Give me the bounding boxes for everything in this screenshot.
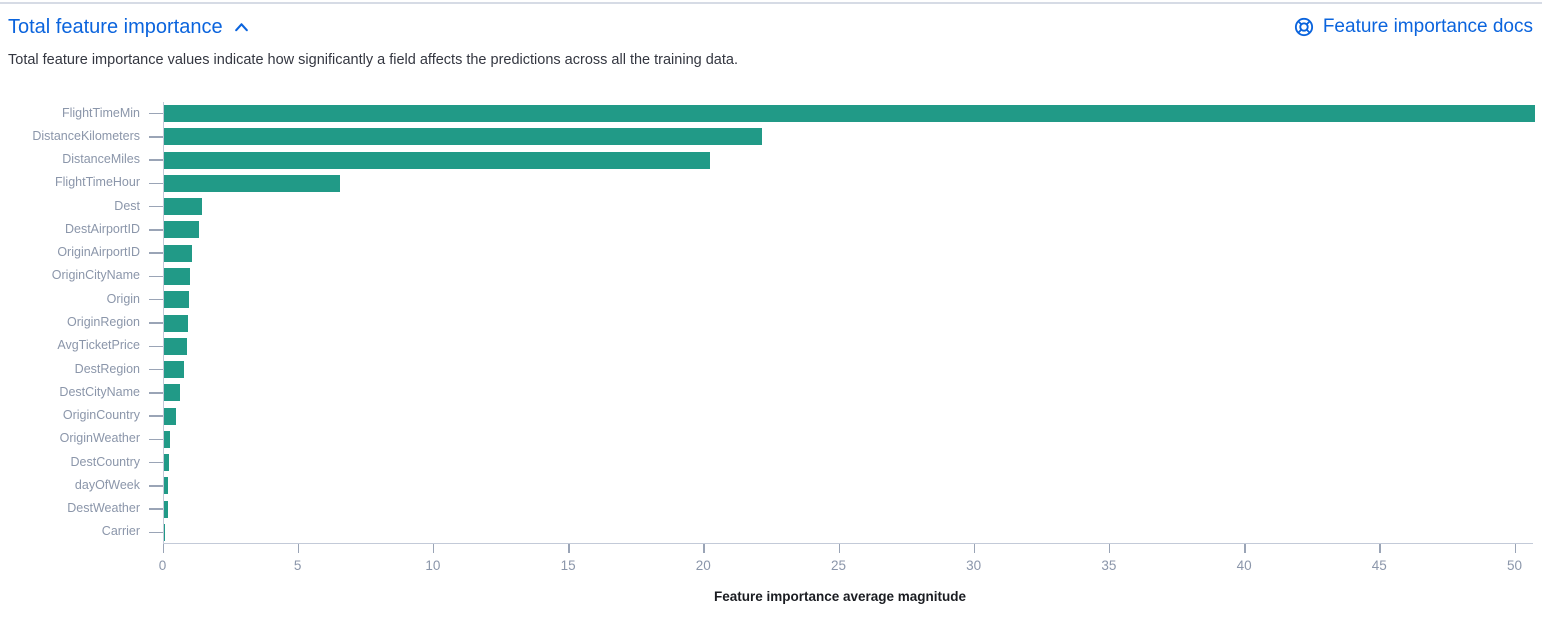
bar-FlightTimeHour[interactable]: [164, 174, 340, 192]
y-tick: [149, 275, 163, 278]
docs-link-label: Feature importance docs: [1322, 16, 1533, 37]
y-tick: [149, 298, 163, 301]
section-header: Total feature importance Feature importa…: [8, 11, 1533, 43]
x-tick-label-5: 5: [293, 558, 302, 573]
x-tick: [432, 544, 435, 553]
x-tick: [1244, 544, 1246, 553]
y-tick: [149, 159, 163, 161]
x-tick: [297, 544, 300, 553]
y-axis-label-FlightTimeMin: FlightTimeMin: [61, 105, 140, 120]
x-tick: [162, 544, 164, 553]
y-axis-label-OriginWeather: OriginWeather: [59, 431, 140, 446]
bar-DestAirportID[interactable]: [164, 221, 200, 239]
bar-AvgTicketPrice[interactable]: [164, 337, 188, 355]
bar-DestRegion[interactable]: [164, 361, 184, 379]
bar-OriginRegion[interactable]: [164, 314, 188, 332]
x-tick: [1379, 544, 1381, 553]
x-tick-label-25: 25: [830, 558, 847, 573]
x-tick: [568, 544, 570, 553]
y-axis-label-DestWeather: DestWeather: [67, 501, 140, 516]
y-tick: [149, 461, 163, 464]
feature-importance-docs-link[interactable]: Feature importance docs: [1293, 16, 1533, 38]
section-title: Total feature importance: [8, 15, 223, 38]
x-tick-label-0: 0: [158, 558, 167, 573]
y-tick: [149, 322, 163, 324]
y-axis-label-DistanceKilometers: DistanceKilometers: [32, 128, 140, 143]
bar-DistanceMiles[interactable]: [164, 151, 711, 169]
total-feature-importance-toggle[interactable]: Total feature importance: [8, 16, 250, 39]
y-axis-label-DistanceMiles: DistanceMiles: [62, 152, 140, 167]
y-axis-label-DestAirportID: DestAirportID: [64, 221, 140, 236]
x-axis-title: Feature importance average magnitude: [713, 589, 967, 604]
y-tick: [149, 252, 163, 254]
bar-Carrier[interactable]: [164, 523, 166, 541]
x-tick-label-30: 30: [966, 558, 982, 573]
y-axis-label-OriginCityName: OriginCityName: [51, 268, 140, 283]
panel-divider: [0, 2, 1542, 4]
y-axis-label-OriginRegion: OriginRegion: [67, 315, 140, 329]
y-axis-label-Carrier: Carrier: [101, 524, 140, 539]
bar-OriginAirportID[interactable]: [164, 244, 193, 262]
bar-Origin[interactable]: [164, 291, 190, 309]
y-tick: [149, 415, 163, 417]
y-axis-label-OriginCountry: OriginCountry: [62, 408, 140, 423]
y-axis-label-DestCountry: DestCountry: [70, 454, 140, 469]
x-tick-label-20: 20: [695, 558, 711, 573]
y-tick: [149, 136, 163, 138]
y-tick: [149, 438, 163, 441]
y-axis-label-Dest: Dest: [114, 198, 140, 213]
y-axis-label-FlightTimeHour: FlightTimeHour: [55, 175, 140, 190]
bar-DestCityName[interactable]: [164, 384, 181, 402]
y-axis-label-DestRegion: DestRegion: [74, 361, 140, 376]
bar-DestWeather[interactable]: [164, 500, 168, 518]
plot-area[interactable]: Feature importance average magnitude 0 5 1…: [159, 102, 1535, 604]
x-tick-label-45: 45: [1371, 558, 1387, 573]
chevron-up-icon: [233, 19, 250, 36]
y-tick: [149, 112, 163, 115]
y-tick: [149, 485, 163, 487]
bar-DestCountry[interactable]: [164, 454, 169, 472]
y-tick: [149, 368, 163, 371]
x-tick: [1108, 544, 1111, 553]
bar-Dest[interactable]: [164, 198, 202, 216]
section-description: Total feature importance values indicate…: [8, 52, 738, 68]
bar-OriginCityName[interactable]: [164, 267, 191, 285]
y-tick: [149, 345, 163, 347]
y-tick: [149, 508, 163, 510]
x-tick-label-10: 10: [425, 558, 441, 573]
x-tick-label-15: 15: [560, 558, 576, 573]
bar-OriginWeather[interactable]: [164, 430, 170, 448]
x-tick-label-50: 50: [1506, 558, 1523, 573]
bar-dayOfWeek[interactable]: [164, 477, 169, 495]
x-tick: [838, 544, 840, 553]
y-tick: [149, 392, 163, 394]
y-tick: [149, 182, 163, 185]
bar-DistanceKilometers[interactable]: [164, 128, 762, 146]
y-tick: [149, 531, 163, 534]
y-axis-label-dayOfWeek: dayOfWeek: [74, 477, 140, 492]
y-axis-label-AvgTicketPrice: AvgTicketPrice: [57, 338, 140, 353]
x-tick: [1514, 544, 1516, 553]
x-tick-label-35: 35: [1101, 558, 1117, 573]
y-axis-label-DestCityName: DestCityName: [59, 384, 140, 399]
y-axis-label-Origin: Origin: [106, 291, 140, 306]
x-tick: [703, 544, 705, 553]
x-tick: [973, 544, 976, 553]
y-tick: [149, 229, 163, 231]
bar-OriginCountry[interactable]: [164, 407, 176, 425]
help-icon: [1293, 16, 1315, 38]
bar-FlightTimeMin[interactable]: [164, 105, 1535, 123]
x-tick-label-40: 40: [1236, 558, 1252, 573]
y-tick: [149, 205, 163, 208]
y-axis-label-OriginAirportID: OriginAirportID: [57, 245, 140, 260]
